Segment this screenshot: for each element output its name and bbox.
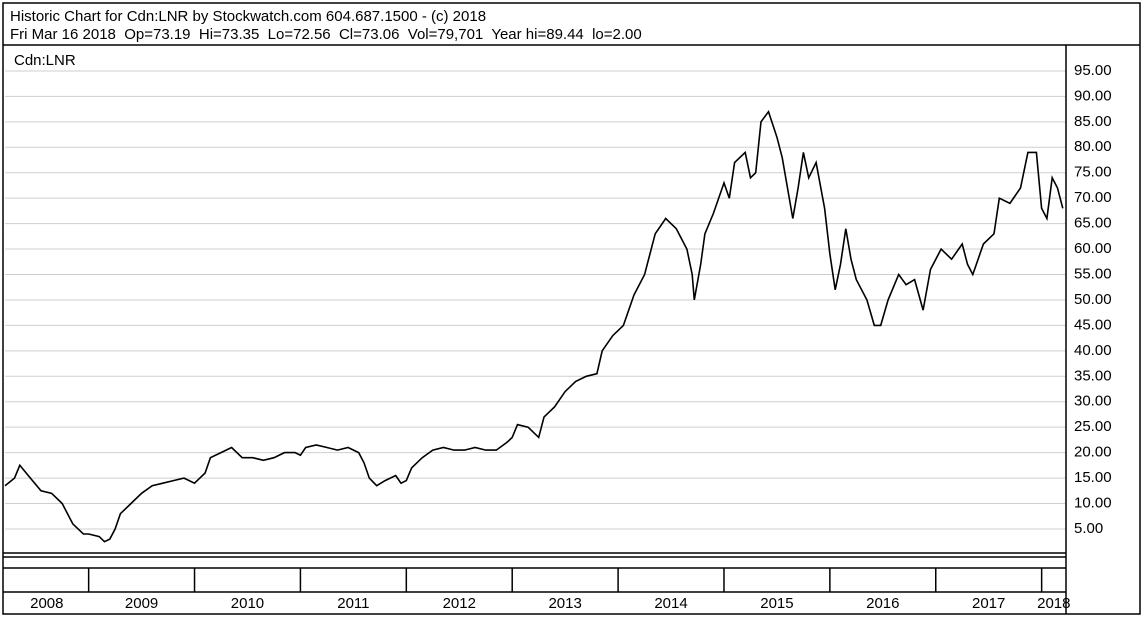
chart-title: Historic Chart for Cdn:LNR by Stockwatch… xyxy=(10,8,486,25)
y-tick-label: 25.00 xyxy=(1074,418,1112,435)
x-tick-label: 2012 xyxy=(443,595,476,612)
y-tick-label: 70.00 xyxy=(1074,189,1112,206)
y-tick-label: 65.00 xyxy=(1074,215,1112,232)
x-tick-label: 2014 xyxy=(654,595,687,612)
x-tick-label: 2013 xyxy=(548,595,581,612)
x-tick-label: 2015 xyxy=(760,595,793,612)
y-tick-label: 60.00 xyxy=(1074,240,1112,257)
y-tick-label: 15.00 xyxy=(1074,469,1112,486)
symbol-label: Cdn:LNR xyxy=(14,52,76,69)
x-tick-label: 2008 xyxy=(30,595,63,612)
y-tick-label: 80.00 xyxy=(1074,138,1112,155)
chart-subtitle: Fri Mar 16 2018 Op=73.19 Hi=73.35 Lo=72.… xyxy=(10,26,642,43)
y-tick-label: 35.00 xyxy=(1074,367,1112,384)
y-tick-label: 50.00 xyxy=(1074,291,1112,308)
y-tick-label: 95.00 xyxy=(1074,62,1112,79)
y-tick-label: 45.00 xyxy=(1074,316,1112,333)
x-tick-label: 2009 xyxy=(125,595,158,612)
y-tick-label: 40.00 xyxy=(1074,342,1112,359)
y-tick-label: 85.00 xyxy=(1074,113,1112,130)
x-tick-label: 2010 xyxy=(231,595,264,612)
y-tick-label: 30.00 xyxy=(1074,393,1112,410)
x-tick-label: 2018 xyxy=(1037,595,1070,612)
x-tick-label: 2017 xyxy=(972,595,1005,612)
x-tick-label: 2011 xyxy=(337,595,369,612)
y-tick-label: 90.00 xyxy=(1074,87,1112,104)
x-tick-label: 2016 xyxy=(866,595,899,612)
y-tick-label: 75.00 xyxy=(1074,164,1112,181)
y-tick-label: 10.00 xyxy=(1074,494,1112,511)
price-line xyxy=(4,109,1064,543)
y-tick-label: 20.00 xyxy=(1074,444,1112,461)
y-tick-label: 5.00 xyxy=(1074,520,1103,537)
y-tick-label: 55.00 xyxy=(1074,265,1112,282)
